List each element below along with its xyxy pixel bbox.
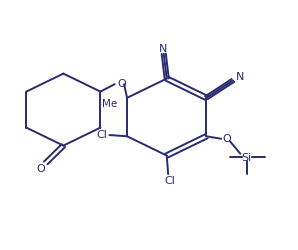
Text: N: N	[236, 72, 244, 82]
Text: O: O	[222, 134, 231, 144]
Text: Cl: Cl	[164, 176, 175, 186]
Text: Me: Me	[102, 98, 117, 108]
Text: Cl: Cl	[97, 129, 107, 139]
Text: O: O	[37, 163, 46, 173]
Text: Si: Si	[242, 153, 252, 163]
Text: N: N	[159, 44, 167, 53]
Text: O: O	[117, 78, 126, 88]
